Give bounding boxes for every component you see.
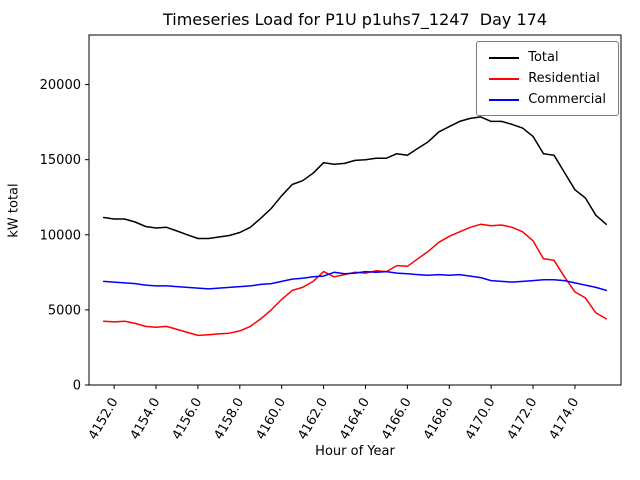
legend-entry-total: Total xyxy=(489,51,606,64)
legend-label: Commercial xyxy=(528,92,606,107)
series-total-line xyxy=(102,116,608,240)
x-tick-label: 4158.0 xyxy=(212,396,248,443)
legend-entry-commercial: Commercial xyxy=(489,93,606,106)
chart-title: Timeseries Load for P1U p1uhs7_1247 Day … xyxy=(162,10,548,29)
x-tick-label: 4170.0 xyxy=(463,396,499,443)
x-tick-label: 4160.0 xyxy=(253,396,289,443)
series-commercial-line xyxy=(102,270,608,292)
legend-label: Total xyxy=(528,50,559,65)
legend: Total Residential Commercial xyxy=(476,41,619,116)
x-axis-label: Hour of Year xyxy=(315,444,395,459)
x-tick-label: 4174.0 xyxy=(547,396,583,443)
legend-entry-residential: Residential xyxy=(489,72,606,85)
x-tick-label: 4168.0 xyxy=(421,396,457,443)
series-residential-line xyxy=(102,223,608,337)
x-tick-label: 4172.0 xyxy=(505,396,541,443)
y-tick-label: 5000 xyxy=(48,303,81,318)
y-tick-label: 0 xyxy=(73,379,81,394)
x-tick-label: 4154.0 xyxy=(128,396,164,443)
legend-label: Residential xyxy=(528,71,600,86)
x-tick-label: 4166.0 xyxy=(379,396,415,443)
x-tick-label: 4152.0 xyxy=(86,396,122,443)
axes-frame xyxy=(88,34,622,386)
x-tick-label: 4162.0 xyxy=(295,396,331,443)
total-line-sample xyxy=(489,56,520,59)
x-tick-label: 4156.0 xyxy=(170,396,206,443)
y-tick-label: 20000 xyxy=(40,78,81,93)
commercial-line-sample xyxy=(489,98,520,101)
x-tick-label: 4164.0 xyxy=(337,396,373,443)
y-tick-label: 15000 xyxy=(40,153,81,168)
residential-line-sample xyxy=(489,77,520,80)
y-tick-label: 10000 xyxy=(40,228,81,243)
